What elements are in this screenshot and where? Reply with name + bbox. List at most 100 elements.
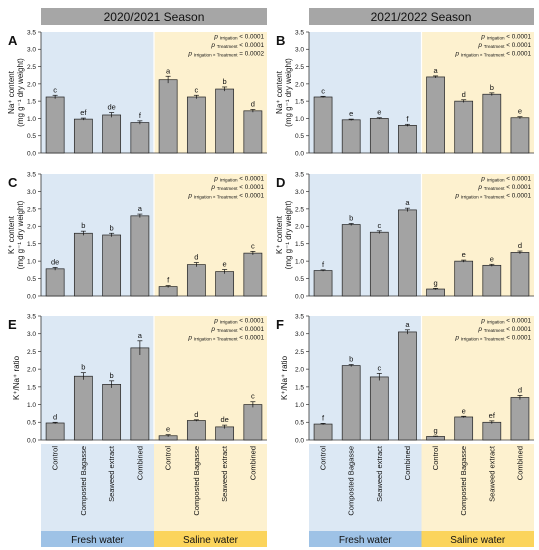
bar-fresh-2 [341, 365, 361, 441]
bar-saline-4 [510, 397, 530, 441]
significance-letter: d [194, 410, 198, 419]
significance-letter: f [167, 276, 170, 285]
p-value-line: p Irrigation × Treatment < 0.0001 [187, 335, 264, 342]
y-tick-label: 1.5 [295, 241, 304, 248]
significance-letter: e [349, 109, 353, 118]
y-tick-label: 0.0 [295, 437, 304, 444]
x-category-label: Combined [248, 446, 257, 480]
x-category-label: Combined [135, 446, 144, 480]
significance-letter: c [251, 392, 255, 401]
bar-saline-1 [158, 286, 178, 297]
y-tick-label: 1.5 [295, 99, 304, 106]
bar-fresh-2 [341, 119, 361, 154]
bottom-labels-layer: Control Composted Bagasse Seaweed extract C… [41, 444, 534, 547]
significance-letter: a [138, 204, 143, 213]
significance-letter: c [251, 241, 255, 250]
significance-letter: e [223, 260, 227, 269]
bar-fresh-1 [45, 96, 65, 154]
panel-C: 0.0 0.5 1.0 1.5 2.0 2.5 3.0 3.5 K⁺ content (mg g⁻… [7, 171, 267, 300]
bar-saline-4 [243, 404, 263, 441]
significance-letter: d [194, 253, 198, 262]
bar-fresh-3 [369, 118, 389, 154]
saline-water-band [154, 531, 267, 547]
y-tick-label: 0.5 [27, 133, 36, 140]
significance-letter: d [251, 99, 255, 108]
bar-saline-4 [243, 110, 263, 154]
p-value-line: p Treatment < 0.0001 [210, 326, 264, 333]
x-category-label: Control [51, 446, 60, 471]
p-value-line: p Treatment < 0.0001 [210, 42, 264, 49]
y-tick-label: 3.5 [295, 313, 304, 320]
significance-letter: de [220, 415, 228, 424]
significance-letter: c [195, 85, 199, 94]
y-tick-label: 0.5 [27, 276, 36, 283]
x-category-label: Combined [515, 446, 524, 480]
bar-saline-3 [482, 93, 502, 154]
significance-letter: a [405, 198, 410, 207]
season-header-left-bg [41, 8, 267, 25]
significance-letter: f [322, 260, 325, 269]
y-tick-label: 2.5 [27, 64, 36, 71]
y-tick-label: 2.0 [27, 367, 36, 374]
fresh-label-region [41, 444, 154, 531]
significance-letter: b [490, 83, 494, 92]
y-tick-label: 3.5 [27, 313, 36, 320]
bar-fresh-3 [369, 231, 389, 297]
panel-B: 0.0 0.5 1.0 1.5 2.0 2.5 3.0 3.5 Na⁺ content (mg g… [275, 29, 534, 157]
x-category-label: Seaweed extract [220, 445, 229, 502]
y-tick-label: 0.0 [27, 150, 36, 157]
y-axis-label: K⁺ content [7, 215, 16, 254]
bar-saline-3 [215, 271, 235, 297]
significance-letter: de [51, 257, 59, 266]
y-axis-label-units: (mg g⁻¹ dry weight) [284, 200, 293, 269]
panel-letter: E [8, 317, 17, 332]
significance-letter: a [433, 66, 438, 75]
significance-letter: e [462, 406, 466, 415]
bar-saline-2 [454, 416, 474, 441]
bar-fresh-1 [313, 270, 333, 297]
season-title-right: 2021/2022 Season [371, 10, 472, 24]
bar-fresh-1 [45, 268, 65, 297]
y-tick-label: 0.0 [27, 437, 36, 444]
bar-fresh-1 [313, 423, 333, 441]
bar-fresh-3 [102, 384, 122, 441]
fresh-label-region [309, 444, 422, 531]
significance-letter: b [349, 355, 353, 364]
p-value-line: p Treatment < 0.0001 [477, 326, 531, 333]
significance-letter: b [110, 223, 114, 232]
y-tick-label: 1.5 [27, 241, 36, 248]
x-category-label: Control [164, 446, 173, 471]
y-axis-label-units: (mg g⁻¹ dry weight) [16, 200, 25, 269]
panel-E: 0.0 0.5 1.0 1.5 2.0 2.5 3.0 3.5 K⁺/Na⁺ ratio Ed b b… [8, 313, 267, 444]
x-category-label: Control [431, 446, 440, 471]
y-tick-label: 2.0 [295, 81, 304, 88]
y-tick-label: 0.0 [27, 293, 36, 300]
y-tick-label: 0.5 [295, 420, 304, 427]
panel-D: 0.0 0.5 1.0 1.5 2.0 2.5 3.0 3.5 K⁺ content (mg g⁻… [275, 171, 534, 300]
y-tick-label: 2.5 [27, 349, 36, 356]
panels-layer: 0.00.51.01.52.02.53.03.5Na⁺ content (mg g… [7, 29, 534, 444]
bar-fresh-4 [130, 122, 150, 154]
bar-fresh-2 [73, 118, 93, 154]
season-header-right-bg [309, 8, 534, 25]
panel-letter: A [8, 33, 18, 48]
significance-letter: g [433, 278, 437, 287]
significance-letter: c [377, 363, 381, 372]
y-tick-label: 0.5 [295, 276, 304, 283]
significance-letter: d [53, 412, 57, 421]
significance-letter: g [433, 426, 437, 435]
p-value-line: p Irrigation < 0.0001 [480, 176, 531, 183]
x-category-label: Composted Bagasse [347, 446, 356, 516]
p-value-line: p Treatment < 0.0001 [477, 42, 531, 49]
p-value-line: p Irrigation < 0.0001 [480, 34, 531, 41]
bar-saline-2 [186, 96, 206, 154]
y-axis-label: K⁺ content [275, 215, 284, 254]
y-axis-label: K⁺/Na⁺ ratio [12, 355, 21, 400]
y-tick-label: 1.0 [295, 116, 304, 123]
y-tick-label: 3.0 [295, 189, 304, 196]
saline-water-label: Saline water [183, 535, 239, 546]
saline-label-region [421, 444, 534, 531]
p-value-line: p Irrigation < 0.0001 [480, 318, 531, 325]
x-category-label: Seaweed extract [107, 445, 116, 502]
